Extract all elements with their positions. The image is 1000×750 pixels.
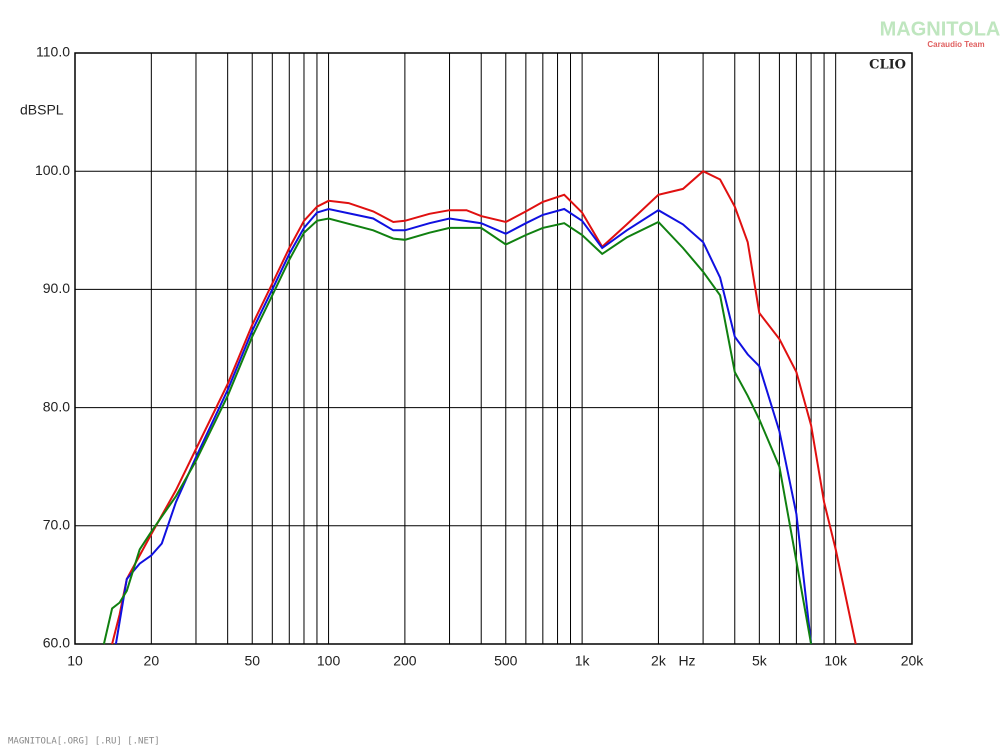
y-tick-label: 80.0: [43, 398, 70, 414]
x-tick-label: 500: [494, 653, 518, 669]
x-tick-label: 10k: [824, 653, 848, 669]
badge: CLIO: [869, 58, 906, 73]
y-tick-label: 60.0: [43, 635, 70, 651]
footer: MAGNITOLA[.ORG] [.RU] [.NET]: [8, 737, 160, 747]
y-tick-label: 70.0: [43, 517, 70, 533]
series-line: [111, 170, 857, 645]
plot-frame: [74, 52, 913, 645]
x-unit-label: Hz: [678, 653, 695, 669]
x-tick-label: 20: [144, 653, 160, 669]
x-tick-label: 100: [317, 653, 341, 669]
y-tick-label: 90.0: [43, 280, 70, 296]
series-line: [114, 207, 813, 645]
x-tick-label: 200: [393, 653, 417, 669]
series-line: [102, 217, 813, 645]
watermark-sub: Caraudio Team: [927, 40, 984, 49]
x-tick-label: 5k: [752, 653, 768, 669]
x-tick-label: 2k: [651, 653, 667, 669]
y-axis-label: dBSPL: [20, 102, 64, 118]
y-tick-label: 100.0: [35, 162, 70, 178]
x-tick-label: 1k: [575, 653, 591, 669]
x-tick-label: 50: [244, 653, 260, 669]
x-tick-label: 20k: [901, 653, 925, 669]
watermark: MAGNITOLA: [880, 18, 1000, 40]
x-tick-label: 10: [67, 653, 83, 669]
y-tick-label: 110.0: [36, 44, 70, 60]
